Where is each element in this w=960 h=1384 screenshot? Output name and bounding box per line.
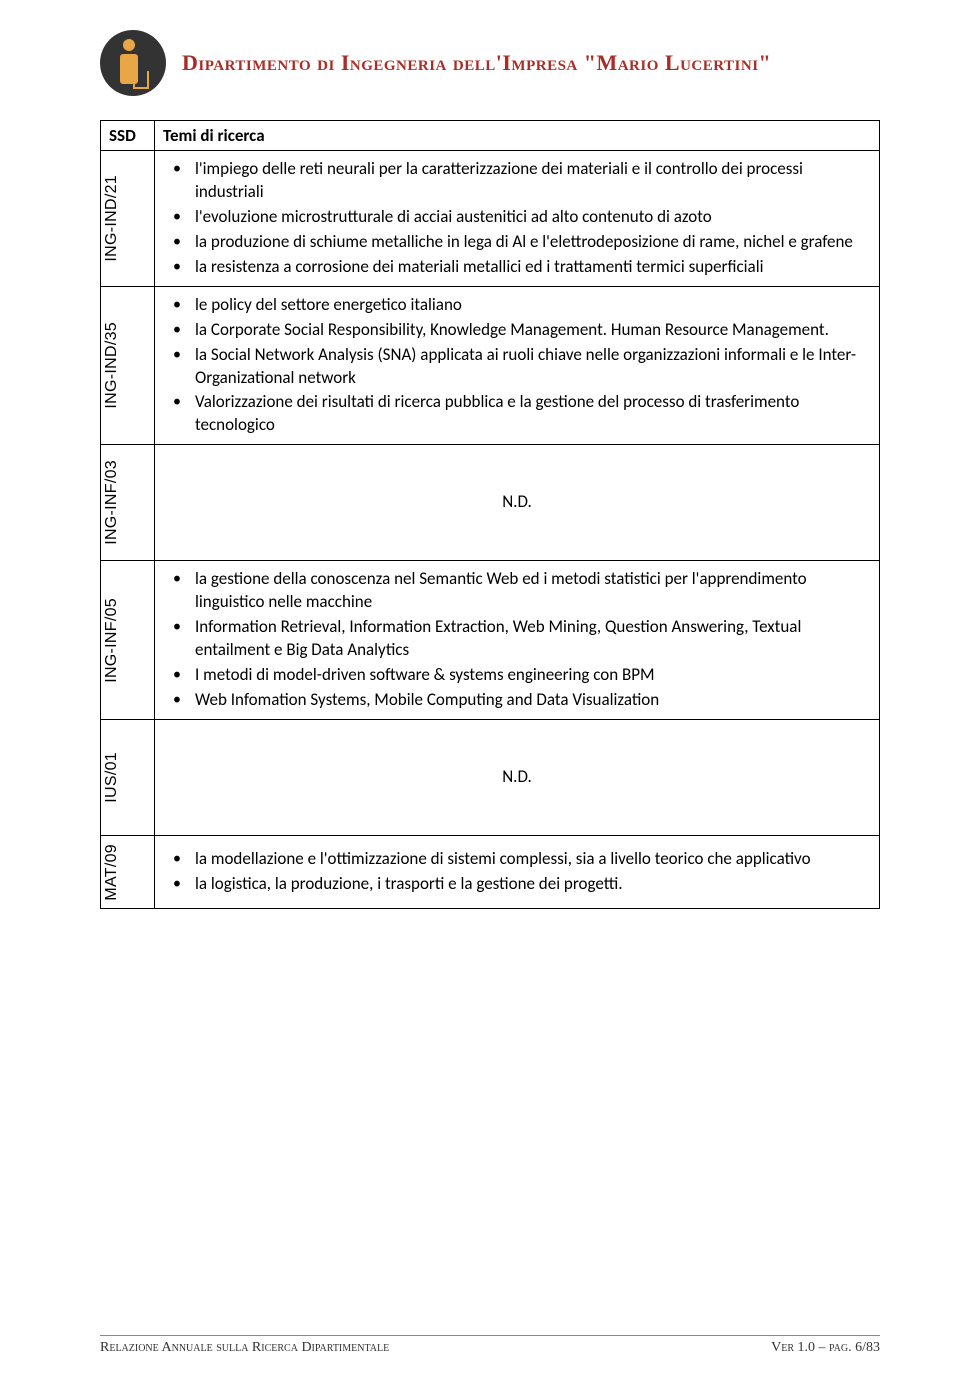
theme-list: le policy del settore energetico italian…: [163, 293, 867, 439]
page-header: Dipartimento di Ingegneria dell'Impresa …: [100, 30, 880, 96]
ssd-code-cell: MAT/09: [101, 835, 155, 909]
theme-item: la logistica, la produzione, i trasporti…: [187, 872, 867, 897]
col-header-ssd: SSD: [101, 121, 155, 151]
table-row: MAT/09 la modellazione e l'ottimizzazione…: [101, 835, 880, 909]
ssd-code-cell: IUS/01: [101, 719, 155, 835]
table-row: IUS/01 N.D.: [101, 719, 880, 835]
ssd-code-label: ING-INF/05: [103, 598, 121, 683]
table-row: ING-IND/35 le policy del settore energeti…: [101, 286, 880, 445]
footer-right: Ver 1.0 – pag. 6/83: [771, 1340, 880, 1356]
ssd-code-cell: ING-INF/03: [101, 445, 155, 561]
ssd-code-label: IUS/01: [103, 752, 121, 803]
theme-item: l'evoluzione microstrutturale di acciai …: [187, 205, 867, 230]
theme-item: l'impiego delle reti neurali per la cara…: [187, 157, 867, 205]
theme-cell: la gestione della conoscenza nel Semanti…: [155, 561, 880, 720]
theme-item: la Corporate Social Responsibility, Know…: [187, 318, 867, 343]
theme-item: le policy del settore energetico italian…: [187, 293, 867, 318]
theme-list: la modellazione e l'ottimizzazione di si…: [163, 847, 867, 897]
department-logo: [100, 30, 166, 96]
theme-item: la Social Network Analysis (SNA) applica…: [187, 343, 867, 391]
footer-left: Relazione Annuale sulla Ricerca Dipartim…: [100, 1340, 389, 1356]
ssd-code-cell: ING-IND/35: [101, 286, 155, 445]
theme-cell-nd: N.D.: [155, 719, 880, 835]
ssd-code-cell: ING-IND/21: [101, 151, 155, 287]
page-footer: Relazione Annuale sulla Ricerca Dipartim…: [100, 1335, 880, 1356]
research-table: SSD Temi di ricerca ING-IND/21 l'impiego …: [100, 120, 880, 909]
theme-cell: le policy del settore energetico italian…: [155, 286, 880, 445]
col-header-theme: Temi di ricerca: [155, 121, 880, 151]
theme-item: la modellazione e l'ottimizzazione di si…: [187, 847, 867, 872]
theme-item: Information Retrieval, Information Extra…: [187, 615, 867, 663]
ssd-code-label: ING-INF/03: [103, 460, 121, 545]
theme-item: la produzione di schiume metalliche in l…: [187, 230, 867, 255]
theme-item: Web Infomation Systems, Mobile Computing…: [187, 688, 867, 713]
ssd-code-label: ING-IND/35: [103, 322, 121, 409]
table-row: ING-INF/05 la gestione della conoscenza n…: [101, 561, 880, 720]
theme-list: l'impiego delle reti neurali per la cara…: [163, 157, 867, 280]
theme-cell-nd: N.D.: [155, 445, 880, 561]
theme-item: la gestione della conoscenza nel Semanti…: [187, 567, 867, 615]
theme-item: I metodi di model-driven software & syst…: [187, 663, 867, 688]
theme-item: Valorizzazione dei risultati di ricerca …: [187, 390, 867, 438]
theme-cell: la modellazione e l'ottimizzazione di si…: [155, 835, 880, 909]
table-row: ING-IND/21 l'impiego delle reti neurali p…: [101, 151, 880, 287]
ssd-code-label: ING-IND/21: [103, 175, 121, 262]
table-row: ING-INF/03 N.D.: [101, 445, 880, 561]
theme-list: la gestione della conoscenza nel Semanti…: [163, 567, 867, 713]
theme-item: la resistenza a corrosione dei materiali…: [187, 255, 867, 280]
ssd-code-label: MAT/09: [103, 844, 121, 901]
department-title: Dipartimento di Ingegneria dell'Impresa …: [182, 50, 771, 76]
theme-cell: l'impiego delle reti neurali per la cara…: [155, 151, 880, 287]
ssd-code-cell: ING-INF/05: [101, 561, 155, 720]
